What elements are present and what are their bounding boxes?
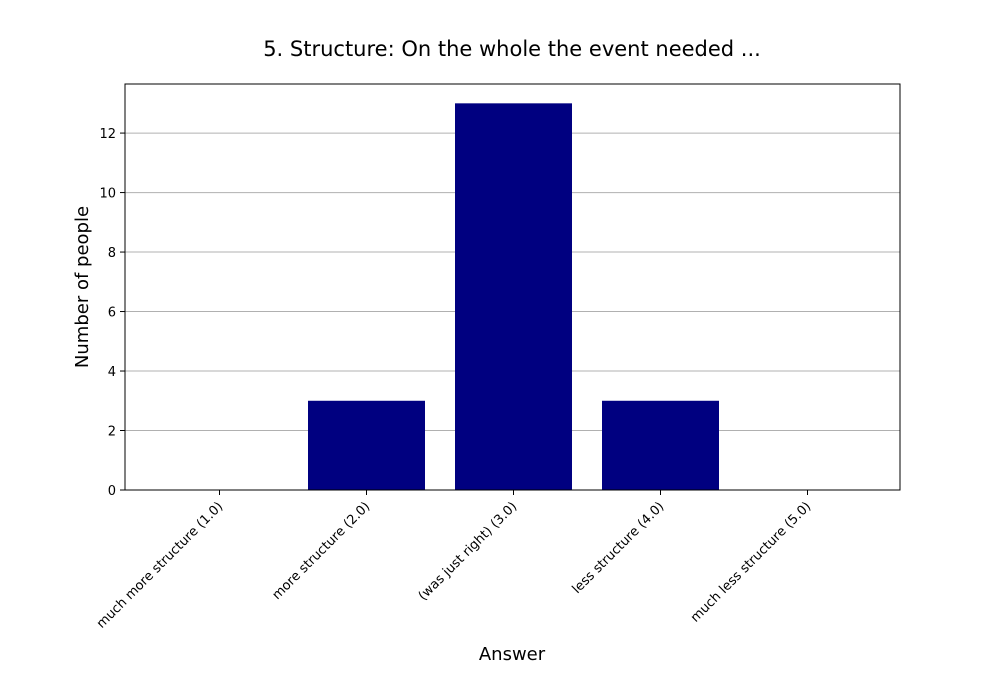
plot-frame — [124, 83, 901, 491]
x-tick-label: much less structure (5.0) — [688, 499, 814, 625]
x-axis-label: Answer — [479, 644, 546, 665]
y-tick-label: 10 — [99, 187, 116, 202]
y-tick-label: 4 — [108, 365, 116, 380]
x-tick-label: less structure (4.0) — [570, 499, 668, 597]
x-axis-ticks: much more structure (1.0) more structure … — [94, 490, 814, 632]
y-tick-label: 6 — [108, 306, 116, 321]
chart-title: 5. Structure: On the whole the event nee… — [263, 37, 761, 61]
y-tick-label: 2 — [108, 425, 116, 440]
x-tick-label: more structure (2.0) — [270, 499, 374, 603]
bar — [455, 103, 572, 490]
y-tick-label: 12 — [99, 127, 116, 142]
y-tick-label: 0 — [108, 484, 116, 499]
x-tick-label: (was just right) (3.0) — [416, 499, 521, 604]
y-tick-label: 8 — [108, 246, 116, 261]
y-axis-label: Number of people — [72, 206, 93, 368]
x-tick-label: much more structure (1.0) — [94, 499, 226, 631]
bar — [308, 400, 425, 490]
bar — [602, 400, 719, 490]
y-axis-ticks: 0 2 4 6 8 10 12 — [99, 127, 125, 499]
bars — [308, 103, 719, 490]
